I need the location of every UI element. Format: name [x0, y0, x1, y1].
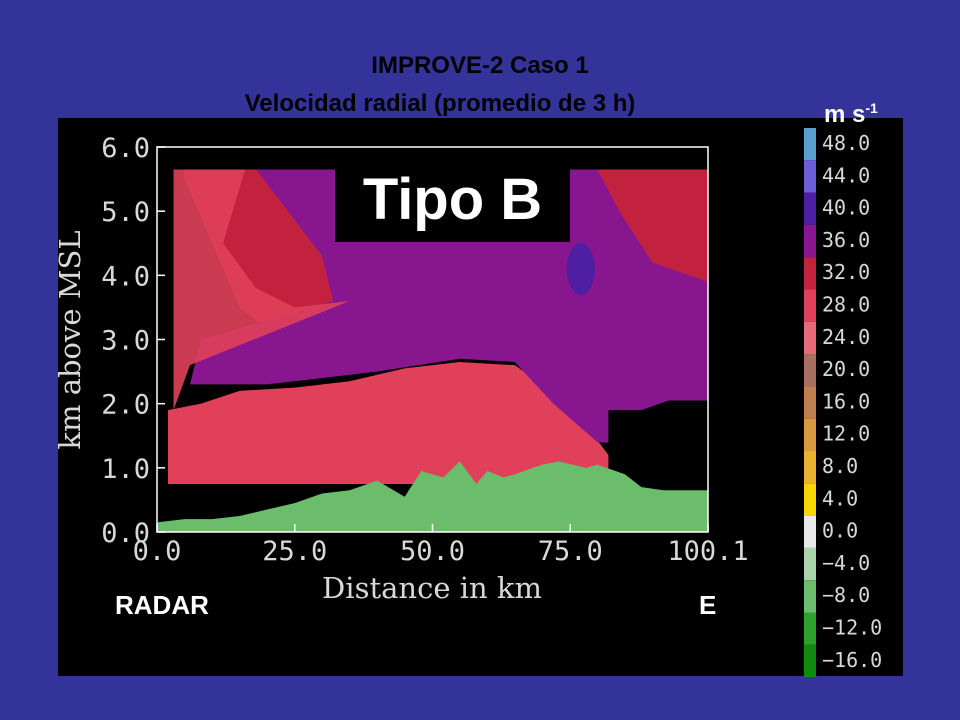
- colorbar-swatch: [804, 451, 816, 484]
- colorbar-label: 32.0: [822, 260, 870, 284]
- x-tick-label: 75.0: [538, 536, 603, 567]
- radar-label: RADAR: [115, 590, 209, 620]
- colorbar-swatch: [804, 321, 816, 355]
- y-tick-label: 5.0: [101, 197, 150, 228]
- x-tick-label: 25.0: [262, 536, 327, 567]
- colorbar-swatch: [804, 289, 816, 322]
- nodata-mask-right: [608, 400, 708, 491]
- colorbar-label: −4.0: [822, 551, 870, 575]
- colorbar-swatch: [804, 354, 816, 387]
- x-axis-label: Distance in km: [322, 571, 542, 605]
- colorbar-label: 12.0: [822, 422, 870, 446]
- contour-band-36: [190, 169, 708, 449]
- colorbar-label: −16.0: [822, 648, 882, 672]
- colorbar-swatch: [804, 580, 816, 613]
- colorbar-swatch: [804, 257, 816, 290]
- colorbar-label: 0.0: [822, 519, 858, 543]
- y-tick-label: 6.0: [101, 133, 150, 164]
- contour-band-28: [168, 361, 609, 484]
- tipo-label: Tipo B: [335, 157, 570, 242]
- colorbar-label: 40.0: [822, 196, 870, 220]
- x-tick-label: 100.1: [667, 536, 748, 567]
- colorbar-label: 48.0: [822, 131, 870, 155]
- colorbar-swatch: [804, 612, 816, 645]
- colorbar-swatch: [804, 160, 816, 193]
- x-tick-label: 50.0: [400, 536, 465, 567]
- colorbar-label: −12.0: [822, 616, 882, 640]
- colorbar-label: 16.0: [822, 389, 870, 413]
- colorbar-swatch: [804, 224, 816, 258]
- x-tick-label: 0.0: [133, 536, 182, 567]
- colorbar-label: 36.0: [822, 228, 870, 252]
- colorbar-label: 28.0: [822, 293, 870, 317]
- colorbar-label: 24.0: [822, 325, 870, 349]
- east-label: E: [699, 590, 717, 620]
- y-tick-label: 3.0: [101, 326, 150, 357]
- y-tick-label: 0.0: [101, 518, 150, 549]
- chart-title-line1: IMPROVE-2 Caso 1: [371, 52, 589, 79]
- colorbar-swatch: [804, 515, 816, 548]
- contour-band-28-upper: [173, 169, 350, 411]
- y-tick-label: 4.0: [101, 261, 150, 292]
- contour-core-40: [566, 242, 595, 295]
- colorbar-swatch: [804, 418, 816, 451]
- terrain-fill: [157, 461, 708, 532]
- chart-title-line2: Velocidad radial (promedio de 3 h): [244, 90, 636, 117]
- colorbar-unit: m s-1: [824, 100, 878, 128]
- colorbar-label: 8.0: [822, 454, 858, 478]
- colorbar-swatch: [804, 128, 816, 161]
- colorbar-label: 20.0: [822, 357, 870, 381]
- colorbar-label: 4.0: [822, 486, 858, 510]
- colorbar-swatch: [804, 644, 816, 678]
- colorbar-swatch: [804, 547, 816, 581]
- y-axis-label: km above MSL: [53, 230, 87, 449]
- colorbar-swatch: [804, 483, 816, 516]
- colorbar-label: 44.0: [822, 163, 870, 187]
- colorbar-label: −8.0: [822, 583, 870, 607]
- nodata-mask-left: [157, 147, 174, 455]
- colorbar-swatch: [804, 192, 816, 225]
- y-tick-label: 1.0: [101, 454, 150, 485]
- colorbar-swatch: [804, 386, 816, 419]
- y-tick-label: 2.0: [101, 390, 150, 421]
